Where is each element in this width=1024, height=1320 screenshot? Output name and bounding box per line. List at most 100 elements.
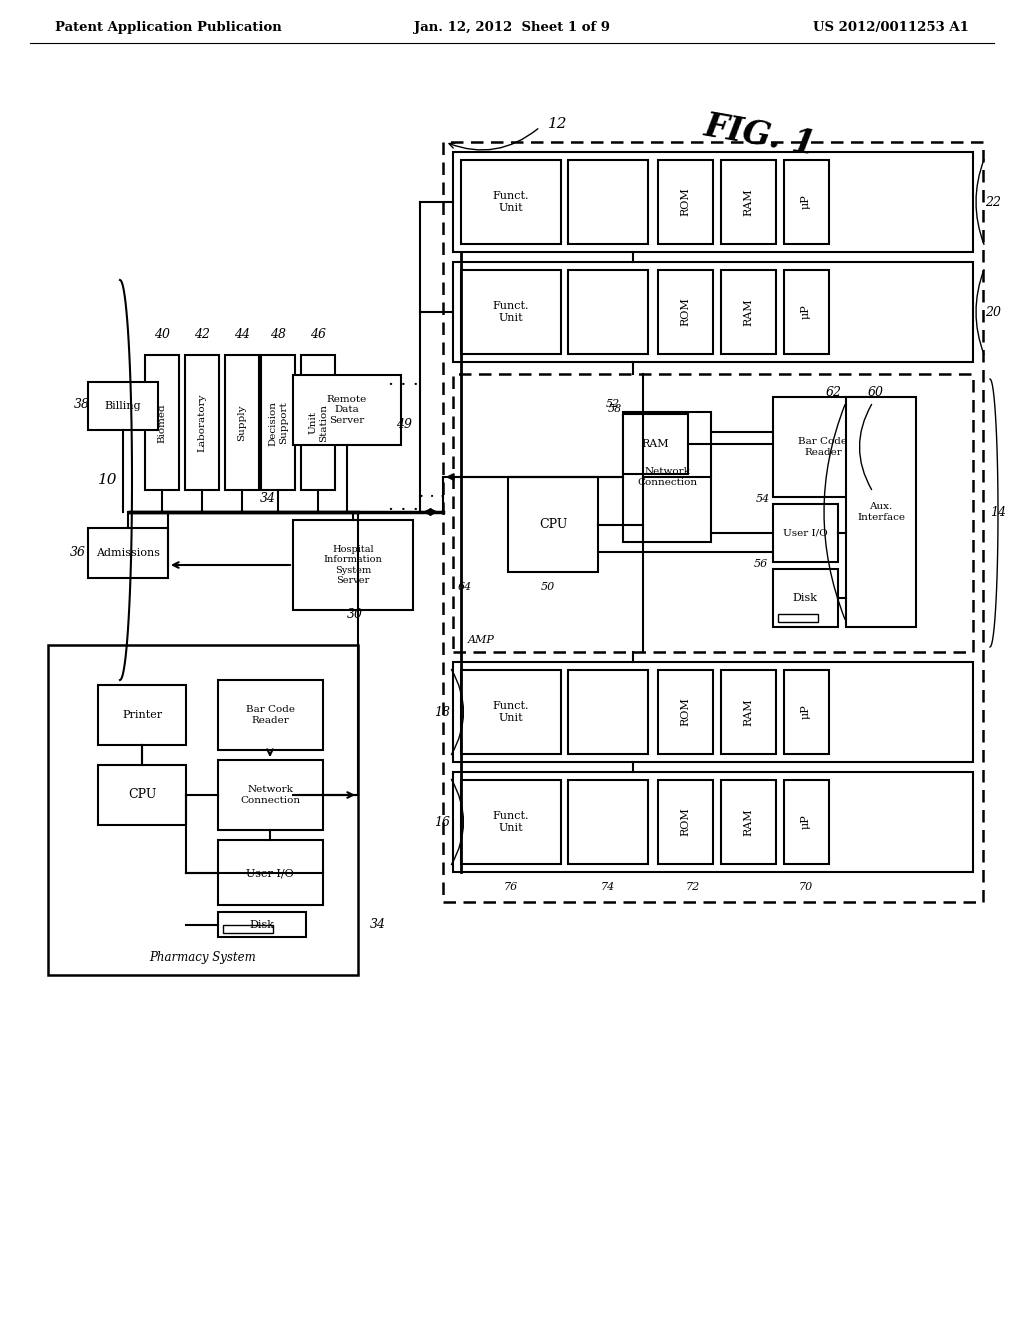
Bar <box>261 355 295 490</box>
Text: · · ·: · · · <box>419 488 445 506</box>
Text: Jan. 12, 2012  Sheet 1 of 9: Jan. 12, 2012 Sheet 1 of 9 <box>414 21 610 33</box>
Text: User I/O: User I/O <box>782 528 827 537</box>
Text: 34: 34 <box>370 919 386 932</box>
Text: FIG. 1: FIG. 1 <box>701 110 818 161</box>
Bar <box>658 780 713 865</box>
Text: 48: 48 <box>270 329 286 342</box>
Text: Pharmacy System: Pharmacy System <box>150 950 256 964</box>
Bar <box>721 271 776 354</box>
Text: Remote
Data
Server: Remote Data Server <box>327 395 368 425</box>
Bar <box>293 375 401 445</box>
Text: 72: 72 <box>686 882 700 892</box>
Bar <box>568 160 648 244</box>
Bar <box>98 685 186 744</box>
Text: 62: 62 <box>826 385 842 399</box>
Text: Hospital
Information
System
Server: Hospital Information System Server <box>324 545 382 585</box>
Text: · · ·: · · · <box>387 376 419 393</box>
Bar <box>658 160 713 244</box>
Bar <box>784 160 829 244</box>
Bar <box>88 528 168 578</box>
Bar <box>453 663 973 762</box>
Text: Laboratory: Laboratory <box>198 393 207 453</box>
Text: Decision
Support: Decision Support <box>268 400 288 446</box>
Text: Supply: Supply <box>238 405 247 441</box>
Text: Patent Application Publication: Patent Application Publication <box>55 21 282 33</box>
Text: 22: 22 <box>985 195 1001 209</box>
Text: 16: 16 <box>434 816 450 829</box>
Bar <box>461 271 561 354</box>
Bar <box>784 780 829 865</box>
Bar <box>721 160 776 244</box>
Bar <box>145 355 179 490</box>
Text: μP: μP <box>801 705 811 719</box>
Bar <box>784 671 829 754</box>
Bar <box>568 271 648 354</box>
Text: Funct.
Unit: Funct. Unit <box>493 701 529 723</box>
Bar <box>461 160 561 244</box>
Text: Disk: Disk <box>793 593 817 603</box>
Text: RAM: RAM <box>743 189 753 215</box>
Text: 70: 70 <box>799 882 813 892</box>
Text: Bar Code
Reader: Bar Code Reader <box>246 705 295 725</box>
Text: ROM: ROM <box>680 808 690 837</box>
Text: Funct.
Unit: Funct. Unit <box>493 191 529 213</box>
Text: 58: 58 <box>608 404 623 414</box>
Bar <box>658 671 713 754</box>
Text: CPU: CPU <box>539 519 567 532</box>
Bar <box>721 671 776 754</box>
Text: 20: 20 <box>985 305 1001 318</box>
Bar <box>773 397 873 498</box>
Bar <box>453 772 973 873</box>
Text: 44: 44 <box>234 329 250 342</box>
Bar <box>218 912 306 937</box>
Bar <box>568 671 648 754</box>
Bar <box>48 645 358 975</box>
Text: 64: 64 <box>458 582 472 591</box>
Text: ROM: ROM <box>680 187 690 216</box>
Bar <box>293 520 413 610</box>
Bar <box>218 680 323 750</box>
Text: Funct.
Unit: Funct. Unit <box>493 812 529 833</box>
Bar <box>88 381 158 430</box>
Bar <box>453 152 973 252</box>
Bar <box>623 414 688 474</box>
Bar <box>778 614 818 622</box>
Text: 18: 18 <box>434 705 450 718</box>
Bar <box>568 780 648 865</box>
Text: 52: 52 <box>606 399 621 409</box>
Text: AMP: AMP <box>468 635 495 645</box>
Text: Disk: Disk <box>250 920 274 931</box>
Bar <box>218 760 323 830</box>
Text: 12: 12 <box>548 117 567 131</box>
Bar <box>218 840 323 906</box>
Bar <box>453 261 973 362</box>
Text: Biomed: Biomed <box>158 403 167 442</box>
Text: US 2012/0011253 A1: US 2012/0011253 A1 <box>813 21 969 33</box>
Text: 38: 38 <box>74 397 90 411</box>
Text: Unit
Station: Unit Station <box>308 404 328 442</box>
Text: μP: μP <box>801 305 811 319</box>
Text: · · ·: · · · <box>387 502 419 519</box>
Bar <box>773 504 838 562</box>
Text: 56: 56 <box>754 558 768 569</box>
Text: ROM: ROM <box>680 297 690 326</box>
Text: 74: 74 <box>601 882 615 892</box>
Text: 40: 40 <box>154 329 170 342</box>
Text: 10: 10 <box>98 473 118 487</box>
Text: Admissions: Admissions <box>96 548 160 558</box>
Text: 14: 14 <box>990 507 1006 520</box>
Text: Funct.
Unit: Funct. Unit <box>493 301 529 323</box>
Text: 34: 34 <box>260 491 276 504</box>
Text: μP: μP <box>801 814 811 829</box>
Text: RAM: RAM <box>743 698 753 726</box>
Bar <box>185 355 219 490</box>
Bar <box>508 477 598 572</box>
Bar <box>658 271 713 354</box>
Bar <box>784 271 829 354</box>
Text: ROM: ROM <box>680 698 690 726</box>
Text: Billing: Billing <box>104 401 141 411</box>
Bar <box>623 412 711 543</box>
Bar <box>846 397 916 627</box>
Text: User I/O: User I/O <box>246 869 294 878</box>
Bar <box>98 766 186 825</box>
